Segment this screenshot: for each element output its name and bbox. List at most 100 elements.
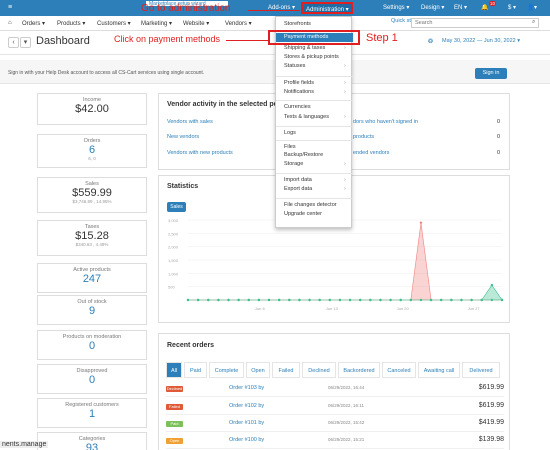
data-point[interactable] — [480, 298, 483, 302]
dropdown-item[interactable]: Upgrade center — [284, 211, 322, 217]
user-menu-chevron[interactable]: ▾ — [534, 5, 538, 11]
data-point[interactable] — [419, 221, 423, 224]
tab-all[interactable]: All — [166, 362, 182, 378]
active-products-card[interactable]: Active products 247 — [37, 263, 147, 293]
dropdown-item[interactable]: Import data — [284, 177, 312, 183]
new-vendors-link[interactable]: New vendors — [167, 134, 200, 140]
card-value[interactable]: 0 — [88, 374, 96, 386]
card-value[interactable]: 0 — [88, 340, 96, 352]
date-range-picker[interactable]: May 30, 2022 — Jun 30, 2022 ▾ — [442, 38, 520, 44]
tab-awaiting-call[interactable]: Awaiting call — [418, 362, 460, 378]
data-point[interactable] — [460, 298, 463, 302]
data-point[interactable] — [217, 298, 220, 302]
data-point[interactable] — [389, 298, 392, 302]
currency-menu[interactable]: $ ▾ — [508, 5, 517, 11]
order-link[interactable]: Order #101 by — [229, 420, 265, 426]
tab-delivered[interactable]: Delivered — [462, 362, 500, 378]
order-link[interactable]: Order #102 by — [229, 403, 265, 409]
search-input[interactable] — [411, 18, 539, 28]
dropdown-item[interactable]: Shipping & taxes — [284, 45, 326, 51]
tab-declined[interactable]: Declined — [302, 362, 336, 378]
data-point[interactable] — [298, 298, 301, 302]
search-icon[interactable]: ⌕ — [532, 19, 536, 25]
data-point[interactable] — [490, 283, 494, 287]
order-link[interactable]: Order #103 by — [229, 385, 265, 391]
data-point[interactable] — [247, 298, 250, 302]
data-point[interactable] — [196, 298, 200, 302]
data-point[interactable] — [207, 298, 210, 302]
dropdown-item[interactable]: Payment methods — [276, 33, 353, 42]
logo-icon[interactable]: ≡ — [8, 4, 13, 11]
dropdown-item[interactable]: Storefronts — [284, 21, 311, 27]
data-point[interactable] — [267, 298, 271, 302]
administration-menu[interactable]: Administration ▾ — [301, 2, 353, 14]
data-point[interactable] — [338, 298, 342, 302]
card-value[interactable]: 93 — [85, 442, 99, 450]
data-point[interactable] — [440, 298, 443, 302]
out-of-stock-card[interactable]: Out of stock 9 — [37, 295, 147, 325]
setup-wizard-tab[interactable]: Marketplace setup wizard — [145, 0, 229, 7]
data-point[interactable] — [358, 298, 362, 302]
vendors-not-signed-in-link[interactable]: dors who haven't signed in — [353, 119, 418, 125]
design-menu[interactable]: Design ▾ — [421, 5, 445, 11]
suspended-vendors-link[interactable]: ended vendors — [353, 150, 390, 156]
back-button[interactable]: ‹ — [8, 37, 19, 48]
orders-card[interactable]: Orders 6 6, 0 — [37, 134, 147, 168]
tab-complete[interactable]: Complete — [209, 362, 244, 378]
data-point[interactable] — [419, 298, 423, 302]
dropdown-item[interactable]: Profile fields — [284, 80, 314, 86]
tab-backordered[interactable]: Backordered — [338, 362, 380, 378]
products-on-moderation-card[interactable]: Products on moderation 0 — [37, 330, 147, 360]
data-point[interactable] — [277, 298, 281, 302]
dropdown-item[interactable]: File changes detector — [284, 202, 337, 208]
tab-failed[interactable]: Failed — [272, 362, 300, 378]
data-point[interactable] — [288, 298, 291, 302]
products-menu[interactable]: Products ▾ — [57, 21, 86, 27]
card-value[interactable]: 9 — [88, 305, 96, 317]
card-value[interactable]: 1 — [88, 408, 96, 420]
data-point[interactable] — [328, 298, 332, 302]
dropdown-item[interactable]: Notifications — [284, 89, 314, 95]
dropdown-item[interactable]: Texts & languages — [284, 114, 329, 120]
data-point[interactable] — [237, 298, 240, 302]
data-point[interactable] — [450, 298, 453, 302]
user-icon[interactable]: 👤 — [527, 5, 535, 11]
settings-menu[interactable]: Settings ▾ — [383, 5, 410, 11]
dropdown-item[interactable]: Logs — [284, 130, 296, 136]
dropdown-item[interactable]: Backup/Restore — [284, 152, 324, 158]
sales-tab-button[interactable]: Sales — [167, 202, 186, 212]
notifications-icon[interactable]: 🔔 — [481, 5, 489, 11]
tab-paid[interactable]: Paid — [184, 362, 207, 378]
data-point[interactable] — [500, 298, 504, 302]
website-menu[interactable]: Website ▾ — [183, 21, 210, 27]
data-point[interactable] — [348, 298, 352, 302]
data-point[interactable] — [186, 298, 190, 302]
dropdown-item[interactable]: Files — [284, 144, 296, 150]
gear-icon[interactable]: ❂ — [428, 39, 434, 45]
vendors-products-link[interactable]: products — [353, 134, 375, 140]
tab-open[interactable]: Open — [246, 362, 270, 378]
sign-in-button[interactable]: Sign in — [475, 68, 507, 79]
vendors-menu[interactable]: Vendors ▾ — [225, 21, 252, 27]
vendors-with-sales-link[interactable]: Vendors with sales — [167, 119, 213, 125]
data-point[interactable] — [429, 298, 433, 302]
dropdown-item[interactable]: Statuses — [284, 63, 306, 69]
data-point[interactable] — [470, 298, 473, 302]
data-point[interactable] — [308, 298, 311, 302]
data-point[interactable] — [379, 298, 382, 302]
data-point[interactable] — [369, 298, 372, 302]
registered-customers-card[interactable]: Registered customers 1 — [37, 398, 147, 428]
addons-menu[interactable]: Add-ons ▾ — [268, 5, 296, 11]
dropdown-item[interactable]: Stores & pickup points — [284, 54, 339, 60]
data-point[interactable] — [257, 298, 261, 302]
data-point[interactable] — [227, 298, 230, 302]
tab-canceled[interactable]: Canceled — [382, 362, 416, 378]
card-value[interactable]: 247 — [82, 273, 102, 285]
data-point[interactable] — [409, 298, 413, 302]
categories-card[interactable]: Categories 93 — [37, 432, 147, 450]
dropdown-item[interactable]: Currencies — [284, 104, 311, 110]
history-dropdown-button[interactable]: ▾ — [20, 37, 31, 48]
card-value[interactable]: 6 — [88, 144, 96, 156]
orders-menu[interactable]: Orders ▾ — [22, 21, 46, 27]
vendors-with-new-products-link[interactable]: Vendors with new products — [167, 150, 233, 156]
